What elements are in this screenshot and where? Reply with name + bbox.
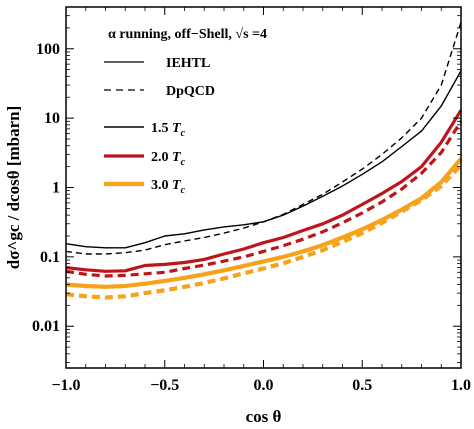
x-tick-label: −1.0 (51, 377, 80, 394)
y-tick-label: 10 (44, 110, 60, 127)
y-tick-label: 0.1 (40, 249, 60, 266)
y-tick-label: 0.01 (32, 318, 60, 335)
x-tick-label: 0.5 (352, 377, 372, 394)
y-axis-label: dσ^gc / dcosθ [mbarn] (4, 106, 23, 270)
legend-label: IEHTL (166, 56, 210, 71)
series-line-4 (65, 120, 463, 278)
legend-label: DpQCD (166, 84, 215, 99)
x-tick-label: 1.0 (451, 377, 471, 394)
y-tick-label: 100 (36, 41, 60, 58)
series-line-6 (65, 163, 463, 300)
series-layer (65, 22, 463, 300)
series-line-3 (65, 109, 463, 273)
x-tick-label: 0.0 (254, 377, 274, 394)
ticks-layer: −1.0 −0.5 0.0 0.5 1.0 0.01 0.1 1 10 100 (32, 6, 471, 394)
x-tick-label: −0.5 (150, 377, 179, 394)
legend-label: 2.0 Tc (151, 150, 186, 168)
series-line-2 (65, 22, 462, 255)
x-axis-label: cos θ (246, 407, 282, 426)
legend-label: 3.0 Tc (151, 178, 186, 196)
legend-heading: α running, off−Shell, √s =4 (108, 27, 267, 42)
y-tick-label: 1 (52, 180, 60, 197)
legend-label: 1.5 Tc (151, 121, 186, 139)
legend: α running, off−Shell, √s =4 IEHTL DpQCD 1.… (104, 27, 267, 196)
